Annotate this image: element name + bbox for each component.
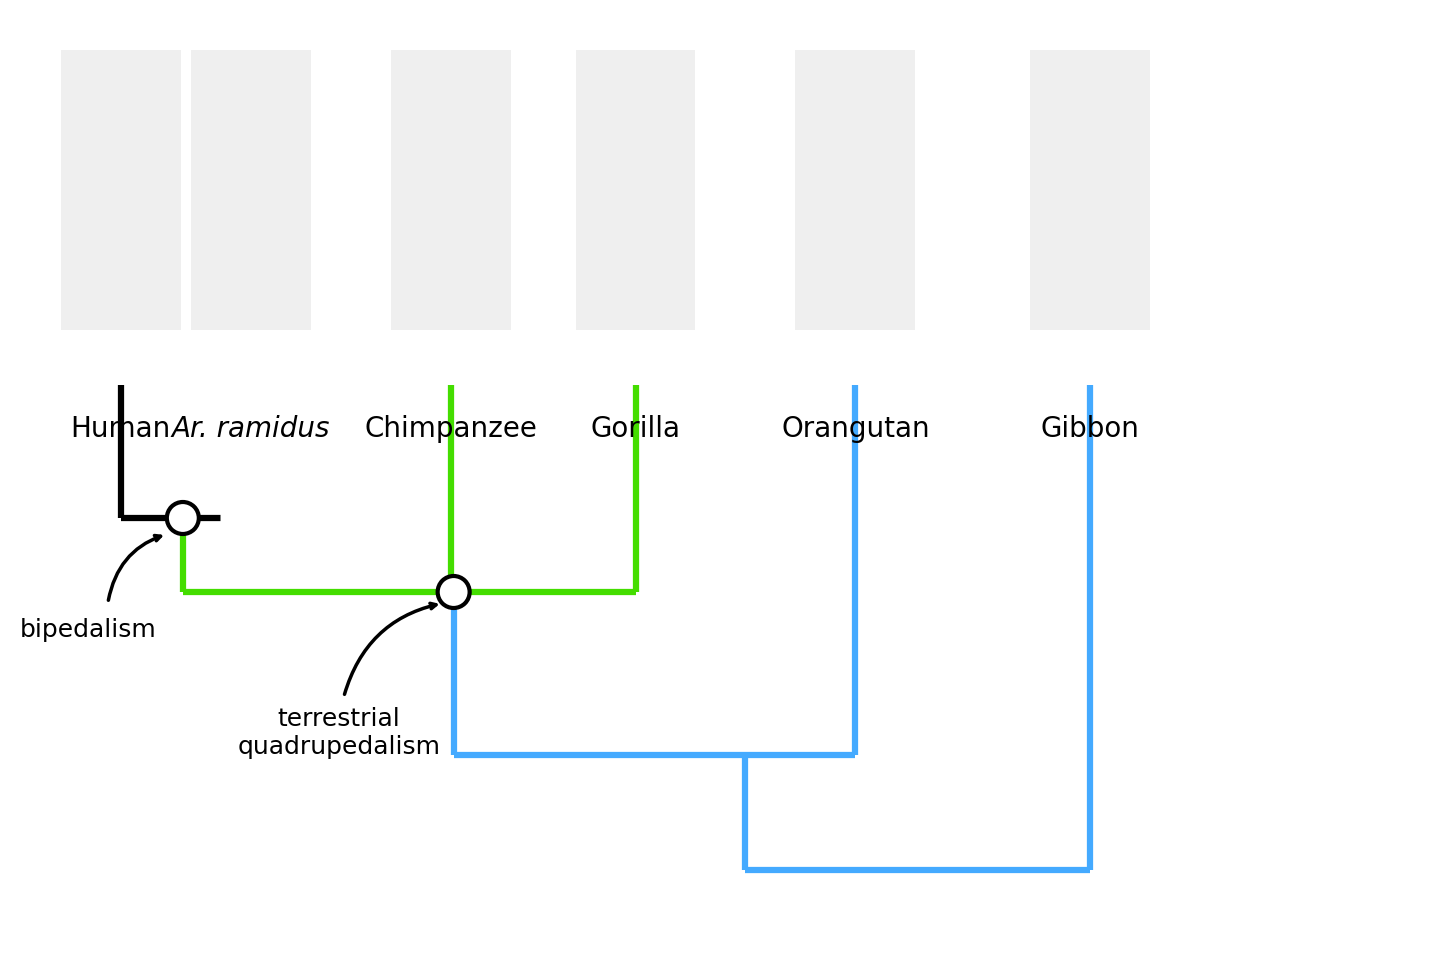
Bar [576, 50, 696, 330]
Bar [795, 50, 916, 330]
Bar [390, 50, 511, 330]
Bar [192, 50, 311, 330]
Text: Orangutan: Orangutan [780, 415, 930, 443]
Text: bipedalism: bipedalism [20, 618, 157, 642]
Text: Gorilla: Gorilla [590, 415, 681, 443]
Text: Gibbon: Gibbon [1041, 415, 1139, 443]
Text: Ar. ramidus: Ar. ramidus [171, 415, 330, 443]
Circle shape [438, 576, 469, 608]
Bar [60, 50, 181, 330]
Text: Human: Human [71, 415, 171, 443]
Text: Chimpanzee: Chimpanzee [364, 415, 537, 443]
Text: terrestrial
quadrupedalism: terrestrial quadrupedalism [238, 707, 441, 759]
Bar [1030, 50, 1151, 330]
Circle shape [167, 502, 199, 534]
